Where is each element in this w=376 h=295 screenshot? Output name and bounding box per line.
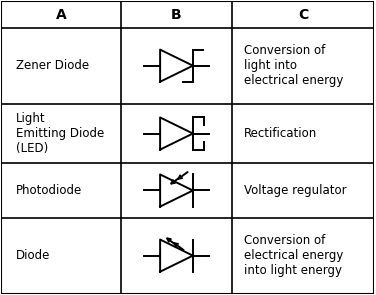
Text: B: B (171, 8, 182, 22)
Text: Rectification: Rectification (244, 127, 317, 140)
Text: Diode: Diode (16, 249, 51, 262)
Text: Voltage regulator: Voltage regulator (244, 184, 346, 197)
Text: A: A (56, 8, 67, 22)
Text: Conversion of
electrical energy
into light energy: Conversion of electrical energy into lig… (244, 234, 343, 277)
Text: C: C (298, 8, 308, 22)
Text: Light
Emitting Diode
(LED): Light Emitting Diode (LED) (16, 112, 105, 155)
Text: Conversion of
light into
electrical energy: Conversion of light into electrical ener… (244, 44, 343, 87)
Text: Zener Diode: Zener Diode (16, 59, 89, 72)
Text: Photodiode: Photodiode (16, 184, 83, 197)
